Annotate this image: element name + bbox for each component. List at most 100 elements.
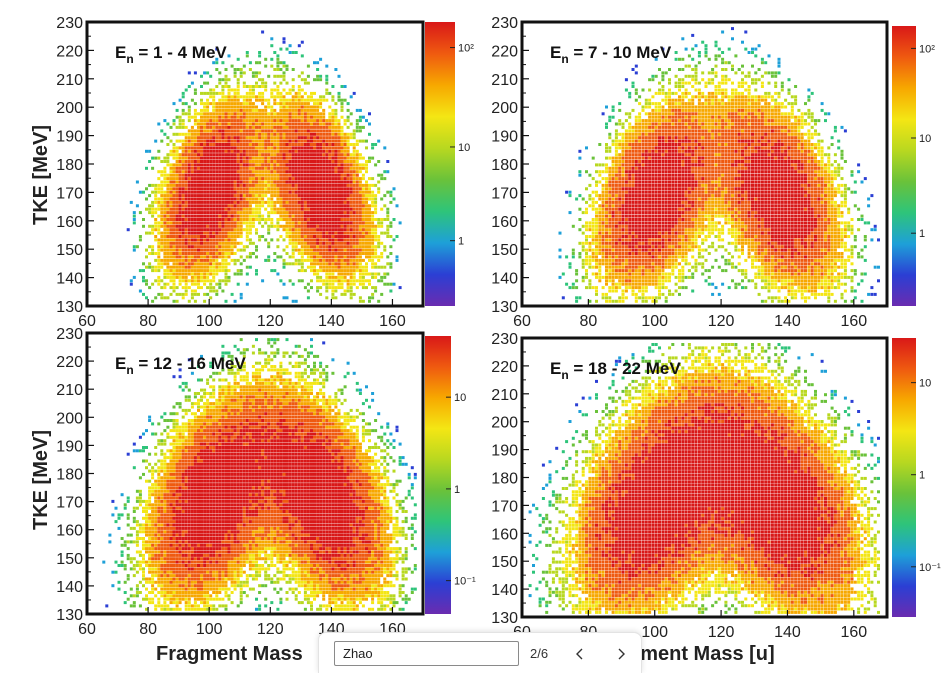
density-cell [346,204,350,208]
density-cell [248,61,252,65]
density-cell [181,235,185,238]
density-cell [352,279,356,283]
density-cell [200,190,203,194]
density-cell [181,166,185,170]
density-cell [251,200,255,204]
density-cell [319,102,323,106]
density-cell [181,258,185,262]
density-cell [227,248,231,252]
density-cell [175,177,179,181]
density-cell [178,228,182,232]
density-cell [651,272,655,276]
density-cell [282,265,286,269]
density-cell [255,207,258,211]
density-cell [175,272,179,276]
density-cell [251,146,255,150]
density-cell [624,204,628,208]
density-cell [641,231,645,235]
density-cell [264,119,268,123]
density-cell [184,282,188,286]
density-cell [300,279,304,283]
density-cell [175,269,179,273]
density-cell [230,173,234,177]
density-cell [358,245,362,249]
density-cell [248,204,252,208]
density-cell [331,119,335,123]
density-cell [598,218,602,221]
density-cell [294,218,298,221]
density-cell [166,272,170,276]
density-cell [644,125,648,129]
density-cell [163,241,167,245]
density-cell [658,231,661,235]
density-cell [654,252,658,255]
density-cell [648,197,652,201]
density-cell [297,194,301,198]
density-cell [215,115,219,119]
density-cell [251,132,255,136]
density-cell [261,129,265,133]
density-cell [190,221,194,225]
density-cell [331,218,335,221]
density-cell [313,132,316,136]
density-cell [160,197,164,201]
density-cell [392,282,396,286]
density-cell [361,299,365,303]
density-cell [187,156,191,160]
density-cell [313,163,316,167]
density-cell [288,156,292,160]
density-cell [618,173,622,177]
density-cell [258,112,262,116]
density-cell [648,204,652,208]
density-cell [285,129,289,133]
density-cell [282,170,286,174]
density-cell [581,231,585,235]
density-cell [631,275,635,279]
density-cell [595,224,598,228]
density-cell [331,163,335,167]
density-cell [346,160,350,163]
density-cell [300,194,304,198]
density-cell [261,166,265,170]
density-cell [270,143,274,146]
density-cell [221,252,225,255]
density-cell [325,81,329,85]
density-cell [163,183,167,187]
density-cell [291,238,295,242]
density-cell [251,252,255,255]
density-cell [236,235,240,238]
density-cell [172,245,176,249]
density-cell [193,153,197,157]
density-cell [638,286,642,290]
density-cell [651,163,655,167]
density-cell [331,98,335,102]
density-cell [358,221,362,225]
density-cell [142,224,145,228]
density-cell [618,272,622,276]
density-cell [218,200,222,204]
density-cell [279,105,283,109]
density-cell [297,235,301,238]
density-cell [611,245,615,249]
density-cell [203,160,207,163]
density-cell [190,125,194,129]
density-cell [270,163,274,167]
density-cell [658,149,661,153]
density-cell [361,224,365,228]
density-cell [193,71,197,75]
density-cell [236,102,240,106]
density-cell [334,262,338,266]
density-cell [608,269,612,273]
density-cell [175,156,179,160]
density-cell [163,156,167,160]
density-cell [343,258,347,262]
density-cell [255,245,258,249]
density-cell [322,156,326,160]
density-cell [377,255,381,259]
density-cell [270,57,274,61]
density-cell [193,275,197,279]
density-cell [654,241,658,245]
density-cell [279,108,283,112]
density-cell [638,139,642,143]
density-cell [184,204,188,208]
